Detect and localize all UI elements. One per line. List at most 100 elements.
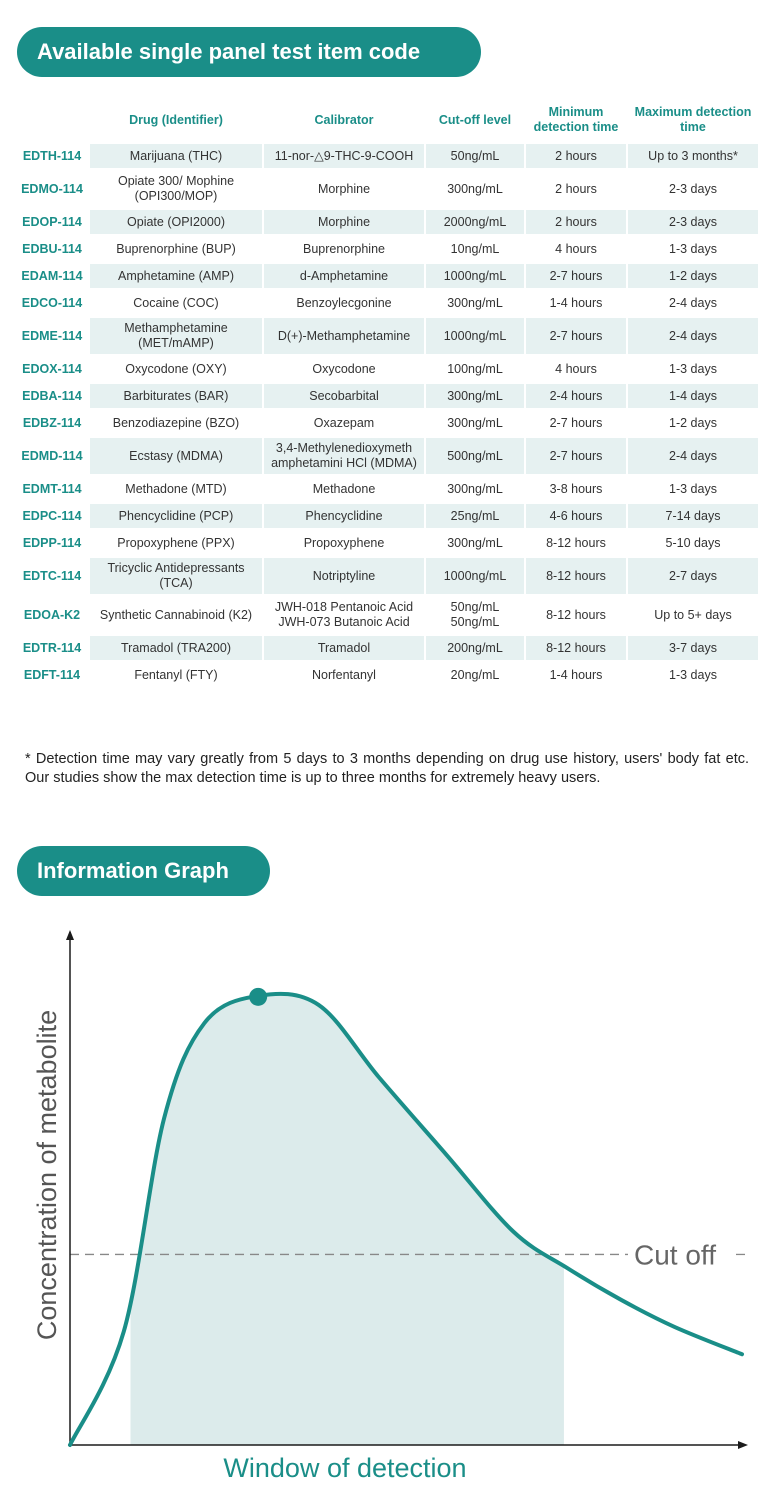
cell-item-code: EDMT-114 [22, 481, 82, 496]
cell-calibrator: Norfentanyl [312, 667, 376, 682]
cell-drug-name: Fentanyl (FTY) [134, 667, 218, 682]
cell-item-code: EDOP-114 [22, 214, 82, 229]
cell-max-detection-time: 1-2 days [669, 415, 717, 430]
cell-calibrator: 11-nor-△9-THC-9-COOH [264, 144, 424, 168]
header-code [16, 99, 88, 141]
cell-min-detection-time: 8-12 hours [546, 607, 606, 622]
cell-item-code: EDBZ-114 [22, 415, 82, 430]
cell-calibrator: Morphine [264, 210, 424, 234]
header-drug: Drug (Identifier) [129, 112, 223, 127]
header-calibrator: Calibrator [314, 112, 374, 127]
table-row: EDTC-114 Tricyclic Antidepressants (TCA) N… [16, 558, 758, 594]
cell-drug-name: Cocaine (COC) [133, 295, 219, 310]
cell-drug-name: Amphetamine (AMP) [90, 264, 262, 288]
table-row: EDCO-114 Cocaine (COC) Benzoylecgonine 300n… [16, 291, 758, 315]
table-row: EDBU-114 Buprenorphine (BUP) Buprenorphine… [16, 237, 758, 261]
cell-min-detection-time: 2-7 hours [526, 438, 626, 474]
cell-drug-name: Phencyclidine (PCP) [90, 504, 262, 528]
cell-item-code: EDAM-114 [21, 268, 83, 283]
cell-calibrator: D(+)-Methamphetamine [264, 318, 424, 354]
footnote: * Detection time may vary greatly from 5… [25, 751, 749, 786]
cell-cutoff-level: 1000ng/mL [426, 318, 524, 354]
cell-item-code: EDME-114 [21, 328, 83, 343]
cell-min-detection-time: 4 hours [555, 361, 597, 376]
cell-cutoff-level: 300ng/mL [447, 295, 503, 310]
cell-calibrator: Oxazepam [313, 415, 375, 430]
x-axis-label: Window of detection [223, 1453, 466, 1483]
cell-calibrator: Tramadol [264, 636, 424, 660]
cell-cutoff-level: 300ng/mL [426, 384, 524, 408]
detection-window-area [130, 993, 564, 1445]
cell-drug-name: Barbiturates (BAR) [90, 384, 262, 408]
drug-table: Drug (Identifier) Calibrator Cut-off lev… [14, 96, 760, 690]
cell-max-detection-time: 1-2 days [628, 264, 758, 288]
cell-item-code: EDOA-K2 [23, 607, 81, 622]
cell-max-detection-time: 2-3 days [628, 210, 758, 234]
cell-calibrator: JWH-018 Pentanoic Acid JWH-073 Butanoic … [274, 600, 414, 629]
header-max-time: Maximum detection time [634, 105, 752, 134]
cell-calibrator: Buprenorphine [302, 241, 385, 256]
section-title-test-codes: Available single panel test item code [17, 27, 481, 77]
cell-min-detection-time: 4-6 hours [526, 504, 626, 528]
cell-min-detection-time: 8-12 hours [526, 558, 626, 594]
cell-cutoff-level: 25ng/mL [426, 504, 524, 528]
cell-drug-name: Synthetic Cannabinoid (K2) [99, 607, 253, 622]
cell-cutoff-level: 50ng/mL 50ng/mL [450, 600, 500, 629]
table-row: EDTH-114 Marijuana (THC) 11-nor-△9-THC-9-C… [16, 144, 758, 168]
header-min-time: Minimum detection time [533, 105, 619, 134]
table-row: EDMD-114 Ecstasy (MDMA) 3,4-Methylenedioxy… [16, 438, 758, 474]
cell-drug-name: Methamphetamine (MET/mAMP) [90, 318, 262, 354]
cell-cutoff-level: 200ng/mL [426, 636, 524, 660]
table-row: EDMT-114 Methadone (MTD) Methadone 300ng/mL… [16, 477, 758, 501]
cell-cutoff-level: 100ng/mL [447, 361, 503, 376]
cell-drug-name: Methadone (MTD) [125, 481, 227, 496]
table-body: EDTH-114 Marijuana (THC) 11-nor-△9-THC-9-C… [16, 144, 758, 687]
table-row: EDPC-114 Phencyclidine (PCP) Phencyclidine… [16, 504, 758, 528]
cell-max-detection-time: 2-4 days [669, 295, 717, 310]
section-title-text: Available single panel test item code [37, 39, 421, 64]
cell-max-detection-time: Up to 3 months* [628, 144, 758, 168]
cell-calibrator: d-Amphetamine [264, 264, 424, 288]
cell-item-code: EDPC-114 [22, 508, 82, 523]
cell-drug-name: Opiate (OPI2000) [90, 210, 262, 234]
cell-calibrator: Benzoylecgonine [296, 295, 392, 310]
table-row: EDOA-K2 Synthetic Cannabinoid (K2) JWH-018… [16, 597, 758, 633]
cell-max-detection-time: 5-10 days [665, 535, 721, 550]
table-row: EDFT-114 Fentanyl (FTY) Norfentanyl 20ng/mL… [16, 663, 758, 687]
cell-cutoff-level: 2000ng/mL [426, 210, 524, 234]
cell-min-detection-time: 2-4 hours [526, 384, 626, 408]
cell-calibrator: Secobarbital [264, 384, 424, 408]
cell-item-code: EDPP-114 [22, 535, 82, 550]
cell-drug-name: Tricyclic Antidepressants (TCA) [90, 558, 262, 594]
cell-min-detection-time: 2-7 hours [526, 318, 626, 354]
cell-cutoff-level: 1000ng/mL [426, 558, 524, 594]
cell-item-code: EDOX-114 [22, 361, 82, 376]
cell-max-detection-time: 2-7 days [628, 558, 758, 594]
cell-max-detection-time: 1-3 days [669, 361, 717, 376]
cell-calibrator: Morphine [317, 181, 371, 196]
table-row: EDAM-114 Amphetamine (AMP) d-Amphetamine 10… [16, 264, 758, 288]
cell-max-detection-time: 1-3 days [669, 241, 717, 256]
cell-cutoff-level: 20ng/mL [450, 667, 500, 682]
cell-drug-name: Ecstasy (MDMA) [90, 438, 262, 474]
cell-cutoff-level: 300ng/mL [447, 481, 503, 496]
cell-max-detection-time: 1-3 days [669, 667, 717, 682]
cell-min-detection-time: 2 hours [555, 181, 597, 196]
cell-cutoff-level: 300ng/mL [447, 181, 503, 196]
cell-min-detection-time: 2-7 hours [526, 264, 626, 288]
cell-cutoff-level: 300ng/mL [447, 535, 503, 550]
section-title-text: Information Graph [37, 858, 229, 883]
table-row: EDBZ-114 Benzodiazepine (BZO) Oxazepam 300n… [16, 411, 758, 435]
cell-cutoff-level: 500ng/mL [426, 438, 524, 474]
cell-max-detection-time: 3-7 days [628, 636, 758, 660]
cell-max-detection-time: 2-4 days [628, 438, 758, 474]
cell-cutoff-level: 10ng/mL [450, 241, 500, 256]
cell-min-detection-time: 2 hours [526, 144, 626, 168]
cell-min-detection-time: 3-8 hours [549, 481, 603, 496]
information-graph: Cut off Window of detection Concentration … [32, 930, 748, 1483]
cell-item-code: EDFT-114 [23, 667, 81, 682]
cell-item-code: EDMO-114 [21, 181, 83, 196]
y-axis-arrow [66, 930, 74, 940]
table-row: EDTR-114 Tramadol (TRA200) Tramadol 200ng/m… [16, 636, 758, 660]
table-row: EDBA-114 Barbiturates (BAR) Secobarbital 30… [16, 384, 758, 408]
